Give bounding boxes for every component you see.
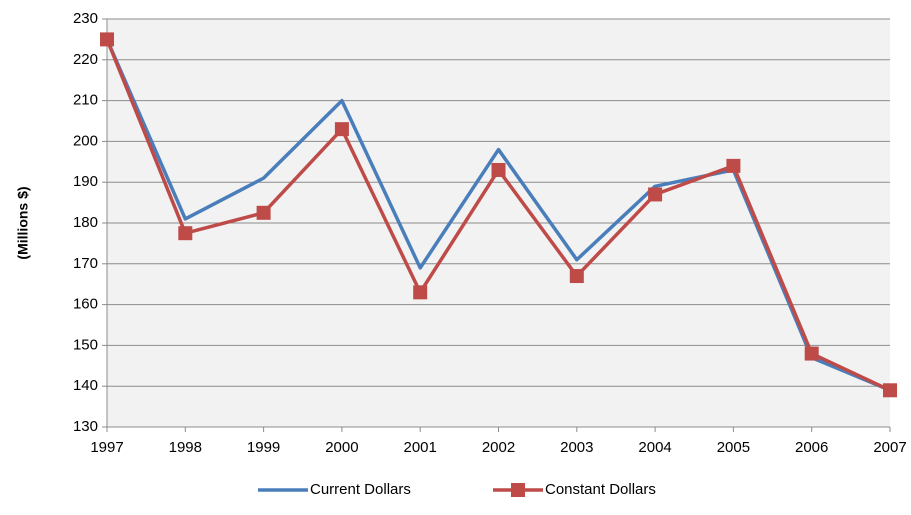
y-tick-label: 160 [73, 296, 98, 313]
y-tick-label: 140 [73, 377, 98, 394]
x-tick-label: 2001 [404, 439, 437, 456]
marker [569, 269, 584, 284]
marker [804, 346, 819, 361]
x-tick-label: 2006 [795, 439, 828, 456]
y-tick-label: 200 [73, 132, 98, 149]
x-tick-label: 2003 [560, 439, 593, 456]
y-tick-label: 190 [73, 173, 98, 190]
legend-label: Current Dollars [310, 481, 411, 498]
y-tick-label: 130 [73, 418, 98, 435]
marker [100, 32, 114, 47]
y-tick-label: 210 [73, 92, 98, 109]
marker [334, 122, 349, 137]
y-tick-label: 180 [73, 214, 98, 231]
marker [726, 158, 741, 173]
legend-marker [511, 483, 525, 497]
y-tick-label: 220 [73, 51, 98, 68]
marker [413, 285, 428, 300]
x-tick-label: 1999 [247, 439, 280, 456]
y-axis-label: (Millions $) [15, 186, 31, 259]
x-tick-label: 2000 [325, 439, 358, 456]
x-tick-label: 2002 [482, 439, 515, 456]
x-tick-label: 1997 [90, 439, 123, 456]
y-tick-label: 150 [73, 336, 98, 353]
x-tick-label: 2005 [717, 439, 750, 456]
x-tick-label: 2007 [873, 439, 906, 456]
marker [883, 383, 897, 398]
x-tick-label: 2004 [638, 439, 671, 456]
marker [256, 205, 271, 220]
y-tick-label: 170 [73, 255, 98, 272]
marker [178, 226, 193, 241]
y-tick-label: 230 [73, 10, 98, 27]
marker [491, 162, 506, 177]
x-tick-label: 1998 [169, 439, 202, 456]
legend-label: Constant Dollars [545, 481, 656, 498]
marker [648, 187, 663, 202]
